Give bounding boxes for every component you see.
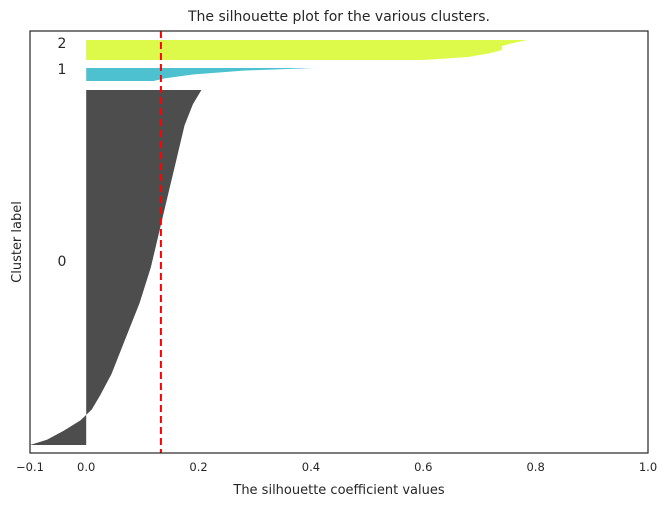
cluster-1-silhouette	[86, 68, 314, 81]
x-tick-label: 0.6	[414, 460, 432, 474]
cluster-1-label: 1	[58, 62, 67, 78]
x-axis-ticks: −0.1 0.0 0.2 0.4 0.6 0.8 1.0	[16, 460, 657, 474]
cluster-2-silhouette	[86, 40, 528, 60]
cluster-2-label: 2	[58, 36, 67, 52]
cluster-0-label: 0	[58, 254, 67, 270]
x-axis-label: The silhouette coefficient values	[232, 483, 444, 498]
plot-area: 0 1 2	[30, 31, 528, 453]
plot-frame	[29, 30, 649, 454]
x-tick-label: 0.4	[302, 460, 320, 474]
x-tick-label: 0.0	[77, 460, 95, 474]
chart-title: The silhouette plot for the various clus…	[187, 9, 490, 25]
x-tick-label: −0.1	[16, 460, 44, 474]
x-tick-label: 0.8	[526, 460, 544, 474]
x-tick-label: 0.2	[189, 460, 207, 474]
cluster-0-silhouette	[30, 90, 202, 445]
x-tick-label: 1.0	[639, 460, 657, 474]
y-axis-label: Cluster label	[10, 201, 25, 283]
